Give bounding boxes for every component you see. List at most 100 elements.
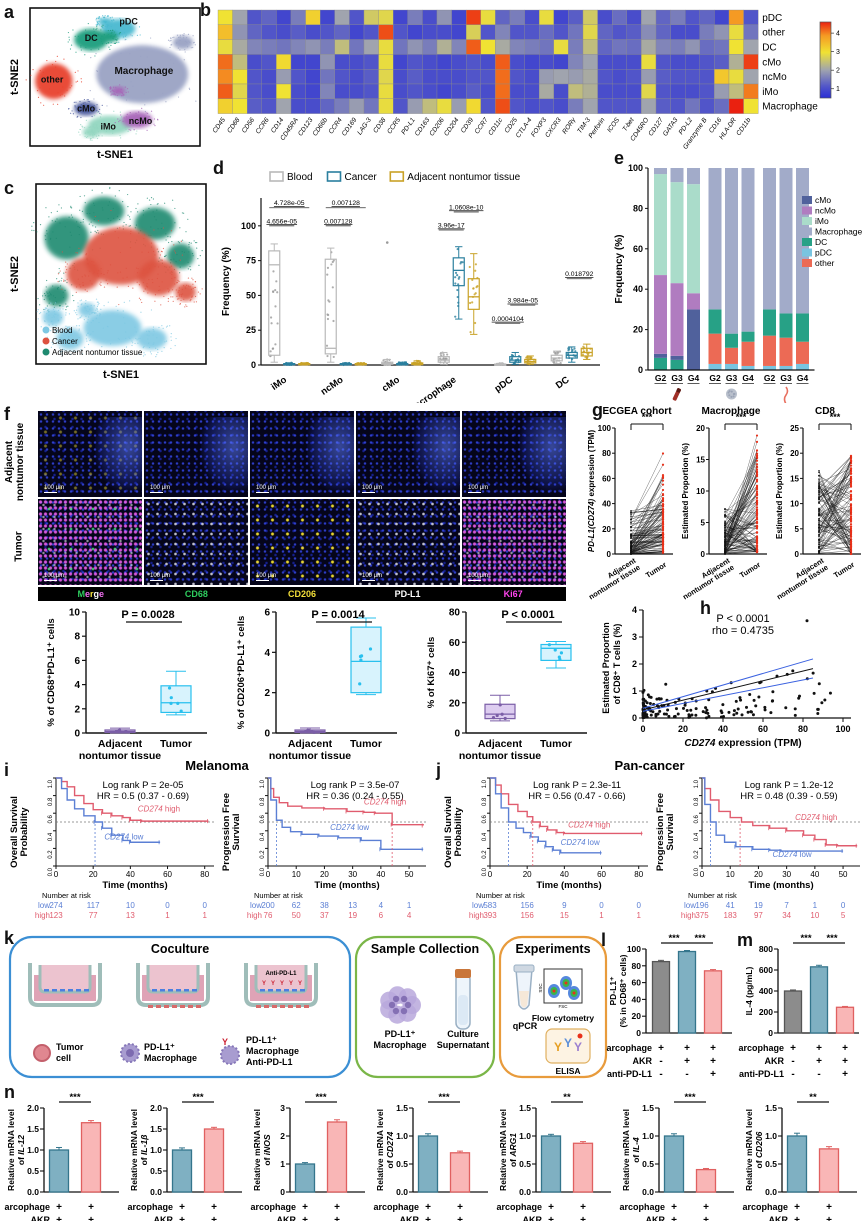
svg-text:**: **	[563, 1092, 571, 1103]
svg-text:2: 2	[280, 1131, 285, 1141]
svg-text:Number at risk: Number at risk	[42, 891, 91, 900]
micrograph-adjacent-ki67: 100 μm	[462, 411, 566, 497]
svg-text:0.2: 0.2	[48, 850, 54, 859]
svg-text:0.6: 0.6	[48, 815, 54, 824]
svg-text:0.8: 0.8	[48, 797, 54, 806]
svg-text:1: 1	[202, 911, 207, 920]
micrograph-adjacent-cd68: 100 μm	[144, 411, 248, 497]
svg-text:Adjacentnontumor tissue: Adjacentnontumor tissue	[679, 556, 736, 602]
svg-text:***: ***	[830, 412, 841, 422]
svg-text:2: 2	[836, 68, 840, 75]
svg-text:Y: Y	[222, 1037, 228, 1047]
svg-text:Progression FreeSurvival: Progression FreeSurvival	[222, 793, 242, 871]
svg-text:1.5: 1.5	[396, 1103, 408, 1113]
panel-h-label: h	[700, 598, 711, 618]
svg-text:Log rank P = 2.3e-11: Log rank P = 2.3e-11	[533, 780, 621, 791]
svg-text:15: 15	[696, 456, 705, 465]
svg-text:Number at risk: Number at risk	[476, 891, 525, 900]
svg-text:Cancer: Cancer	[345, 172, 378, 183]
pk-svg: Coculture Sample Collection Experiments Ant…	[8, 935, 608, 1079]
svg-text:iMo: iMo	[269, 374, 289, 393]
micrograph-tumor-pd-l1: 100 μm	[356, 499, 460, 585]
svg-text:Tumor: Tumor	[160, 738, 192, 750]
svg-text:-: -	[685, 1069, 688, 1080]
svg-text:0.0004104: 0.0004104	[492, 316, 524, 323]
svg-text:7: 7	[784, 901, 789, 910]
svg-text:Adjacent nontumor tissue: Adjacent nontumor tissue	[407, 172, 520, 183]
svg-text:***: ***	[694, 933, 705, 944]
svg-text:AKR: AKR	[31, 1215, 51, 1221]
svg-text:P < 0.0001: P < 0.0001	[501, 609, 554, 621]
svg-text:***: ***	[736, 412, 747, 422]
svg-text:0.2: 0.2	[482, 850, 488, 859]
svg-text:Progression FreeSurvival: Progression FreeSurvival	[656, 793, 676, 871]
svg-text:0.0: 0.0	[765, 1187, 777, 1197]
svg-text:AKR: AKR	[400, 1215, 420, 1221]
svg-text:+: +	[671, 1202, 677, 1213]
svg-text:high: high	[35, 911, 50, 920]
svg-text:20: 20	[632, 1011, 642, 1021]
svg-text:0.007128: 0.007128	[332, 200, 361, 207]
svg-text:-: -	[791, 1056, 794, 1067]
row-label-adjacent: Adjacent nontumor tissue	[4, 422, 26, 502]
svg-text:AKR: AKR	[523, 1215, 543, 1221]
svg-text:2: 2	[74, 704, 80, 715]
svg-text:8: 8	[74, 632, 80, 643]
svg-text:+: +	[211, 1202, 217, 1213]
svg-text:CD274 high: CD274 high	[568, 820, 610, 829]
svg-text:low: low	[250, 901, 262, 910]
svg-text:Marcophage: Marcophage	[738, 1043, 784, 1053]
svg-text:high: high	[681, 911, 696, 920]
svg-text:nontumor tissue: nontumor tissue	[459, 750, 541, 762]
svg-text:5: 5	[841, 911, 846, 920]
svg-text:+: +	[842, 1069, 848, 1080]
svg-text:20: 20	[602, 525, 611, 534]
svg-text:0.0: 0.0	[519, 1187, 531, 1197]
svg-text:+: +	[710, 1043, 716, 1054]
svg-text:600: 600	[759, 965, 773, 975]
svg-text:3.984e-05: 3.984e-05	[507, 298, 538, 305]
svg-text:5: 5	[795, 525, 800, 534]
svg-text:CD274 low: CD274 low	[773, 850, 812, 859]
pe-svg: 0 20 40 60 80 100 Frequency (%) G2 G3 G4 G2 G3 G4 G2 G…	[614, 163, 863, 410]
svg-text:Macrophage: Macrophage	[373, 1040, 426, 1050]
svg-text:ncMo: ncMo	[129, 116, 153, 126]
micrograph-adjacent-merge: 100 μm	[38, 411, 142, 497]
svg-text:Number at risk: Number at risk	[688, 891, 737, 900]
svg-text:Marcophage: Marcophage	[606, 1043, 652, 1053]
svg-text:0.5: 0.5	[642, 1159, 654, 1169]
svg-text:Tumor: Tumor	[56, 1042, 84, 1052]
svg-text:60: 60	[597, 870, 606, 879]
svg-text:+: +	[794, 1215, 800, 1221]
svg-text:0.018792: 0.018792	[565, 271, 594, 278]
svg-text:123: 123	[49, 911, 63, 920]
svg-text:1: 1	[636, 911, 641, 920]
pm-svg: 0 200 400 600 800 IL-4 (pg/mL) *** *** Marcophag…	[731, 933, 859, 1080]
svg-text:+: +	[671, 1215, 677, 1221]
svg-text:50: 50	[839, 870, 848, 879]
svg-text:Marcophage: Marcophage	[619, 1202, 665, 1212]
svg-text:cMo: cMo	[815, 195, 831, 205]
svg-text:+: +	[826, 1215, 832, 1221]
svg-text:anti-PD-L1: anti-PD-L1	[607, 1069, 652, 1079]
svg-text:0: 0	[700, 870, 705, 879]
panel-m-il4-bar: 0 200 400 600 800 IL-4 (pg/mL) *** *** Marcophag…	[731, 933, 865, 1093]
svg-text:% of CD206⁺PD-L1⁺ cells: % of CD206⁺PD-L1⁺ cells	[236, 616, 247, 730]
svg-text:4: 4	[74, 680, 80, 691]
svg-text:30: 30	[782, 870, 791, 879]
svg-text:Relative mRNA level: Relative mRNA level	[498, 1109, 508, 1191]
svg-text:62: 62	[292, 901, 301, 910]
svg-text:80: 80	[602, 449, 611, 458]
svg-text:Adjacent: Adjacent	[478, 738, 523, 750]
svg-text:AKR: AKR	[646, 1215, 666, 1221]
svg-text:10: 10	[69, 608, 81, 619]
micrograph-adjacent-pd-l1: 100 μm	[356, 411, 460, 497]
svg-text:0.2: 0.2	[694, 850, 700, 859]
svg-text:0.4: 0.4	[482, 832, 488, 841]
panel-j-label: j	[436, 760, 442, 780]
svg-text:Overall SurvivalProbability: Overall SurvivalProbability	[10, 796, 30, 868]
svg-text:0: 0	[74, 729, 80, 740]
svg-text:PD-L1⁺: PD-L1⁺	[144, 1042, 175, 1052]
panel-h-correlation-scatter: 0 20 40 60 80 100 0 1 2 3 4 Estimated Proportion of …	[595, 600, 865, 765]
svg-text:Y: Y	[289, 981, 293, 987]
